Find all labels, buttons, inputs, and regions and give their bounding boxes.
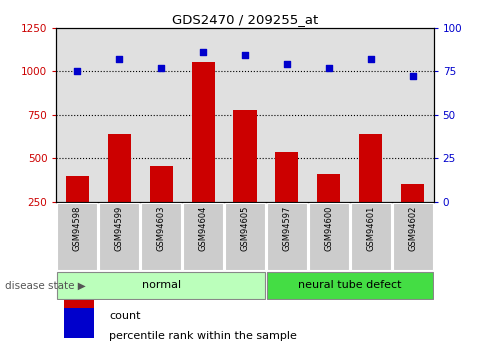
Bar <box>267 203 307 270</box>
Text: GSM94598: GSM94598 <box>73 205 82 251</box>
Bar <box>275 152 298 202</box>
Text: GSM94604: GSM94604 <box>198 205 208 251</box>
Point <box>74 68 81 74</box>
Bar <box>359 134 382 202</box>
Text: count: count <box>109 311 141 321</box>
Bar <box>309 203 349 270</box>
Bar <box>99 203 139 270</box>
Point <box>241 53 249 58</box>
Bar <box>149 166 172 202</box>
Bar <box>225 203 265 270</box>
Point <box>325 65 333 70</box>
Point <box>157 65 165 70</box>
Point <box>283 61 291 67</box>
Bar <box>267 272 433 299</box>
Bar <box>57 272 265 299</box>
Point <box>115 56 123 62</box>
Bar <box>183 203 223 270</box>
Point <box>409 73 416 79</box>
Text: GSM94600: GSM94600 <box>324 205 333 251</box>
Text: GSM94597: GSM94597 <box>282 205 292 251</box>
Bar <box>66 176 89 202</box>
Bar <box>64 288 94 318</box>
Text: normal: normal <box>142 280 181 290</box>
Text: disease state ▶: disease state ▶ <box>5 280 86 290</box>
Bar <box>64 308 94 338</box>
Bar <box>233 110 257 202</box>
Text: GSM94599: GSM94599 <box>115 205 124 250</box>
Point <box>367 56 375 62</box>
Text: GSM94603: GSM94603 <box>157 205 166 251</box>
Text: percentile rank within the sample: percentile rank within the sample <box>109 331 297 341</box>
Bar <box>108 134 131 202</box>
Bar <box>141 203 181 270</box>
Title: GDS2470 / 209255_at: GDS2470 / 209255_at <box>172 13 318 27</box>
Text: GSM94605: GSM94605 <box>241 205 249 251</box>
Bar <box>192 62 215 202</box>
Bar <box>392 203 433 270</box>
Text: neural tube defect: neural tube defect <box>298 280 402 290</box>
Bar <box>351 203 391 270</box>
Bar <box>318 174 341 202</box>
Text: GSM94602: GSM94602 <box>408 205 417 251</box>
Bar <box>57 203 98 270</box>
Bar <box>401 184 424 202</box>
Text: GSM94601: GSM94601 <box>366 205 375 251</box>
Point <box>199 49 207 55</box>
